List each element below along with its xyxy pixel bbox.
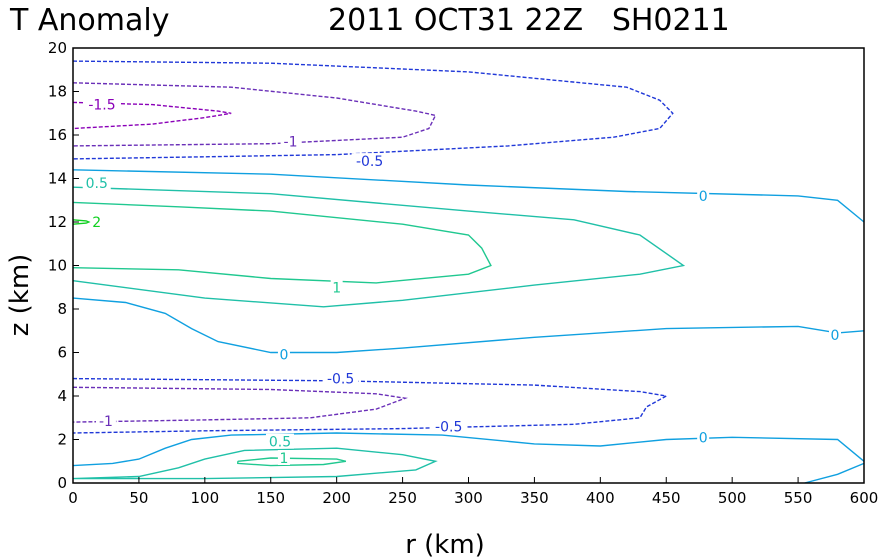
- x-tick-label: 500: [718, 489, 747, 507]
- contour-label-bg: [280, 133, 301, 149]
- x-tick-label: 200: [322, 489, 351, 507]
- contour-label: 0.5: [86, 176, 108, 192]
- contour-label: -0.5: [327, 372, 354, 388]
- contour-line-0_5: [72, 186, 686, 308]
- y-tick-label: 16: [48, 126, 67, 144]
- contour-label: -1.5: [88, 98, 115, 114]
- x-tick-label: 150: [256, 489, 285, 507]
- x-axis-label: r (km): [405, 530, 485, 558]
- x-axis-ticks: 0 50 100 150 200 250 300 350 400 450 500 550 600: [68, 477, 878, 507]
- contour-label: 0: [279, 348, 288, 364]
- contour-label-bg: [277, 449, 290, 465]
- contour-line-1: [72, 201, 492, 284]
- y-tick-label: 6: [57, 344, 67, 362]
- y-tick-label: 8: [57, 300, 67, 318]
- y-tick-label: 18: [48, 83, 67, 101]
- contour-label-bg: [697, 187, 710, 203]
- contour-label: 1: [332, 280, 341, 296]
- contour-line-0: [804, 462, 865, 484]
- contour-line-0: [72, 169, 865, 223]
- x-tick-label: 600: [850, 489, 879, 507]
- contour-label: 1: [279, 451, 288, 467]
- contour-label-bg: [265, 433, 294, 449]
- contour-label-bg: [697, 429, 710, 445]
- contour-label: -1: [284, 135, 298, 151]
- contour-label: -1: [99, 414, 113, 430]
- contour-line-1: [237, 457, 347, 467]
- contour-label-bg: [82, 174, 111, 190]
- y-tick-label: 2: [57, 431, 67, 449]
- y-tick-label: 14: [48, 170, 67, 188]
- contour-label-bg: [430, 418, 467, 434]
- contour-line-neg1_5: [72, 101, 232, 130]
- x-tick-label: 350: [520, 489, 549, 507]
- contour-label-bg: [90, 214, 103, 229]
- y-tick-label: 0: [57, 474, 67, 492]
- contour-line-0: [72, 297, 865, 354]
- x-tick-label: 0: [68, 489, 78, 507]
- contour-label-bg: [277, 346, 290, 362]
- y-tick-label: 20: [48, 39, 67, 57]
- plot-frame: [72, 47, 865, 484]
- x-tick-label: 100: [191, 489, 220, 507]
- y-tick-label: 12: [48, 213, 67, 231]
- y-axis-label: z (km): [5, 254, 35, 337]
- contour-line-neg0_5: [72, 377, 669, 434]
- contour-lines: [72, 60, 865, 484]
- contour-label: 0: [831, 328, 840, 344]
- contour-line-neg1: [72, 386, 408, 423]
- contour-line-neg0_5: [72, 60, 674, 160]
- y-axis-ticks: 0 2 4 6 8 10 12 14 16 18 20: [48, 39, 79, 492]
- chart-title-right: 2011 OCT31 22Z SH0211: [328, 3, 730, 38]
- contour-line-0_5: [72, 447, 438, 480]
- contour-label: 0: [699, 189, 708, 205]
- contour-label-bg: [95, 413, 116, 429]
- contour-label-bg: [351, 153, 388, 169]
- contour-line-0: [72, 432, 865, 467]
- contour-line-neg1: [72, 82, 437, 147]
- y-tick-label: 10: [48, 257, 67, 275]
- contour-label: -0.5: [435, 419, 462, 435]
- contour-line-2: [72, 219, 91, 225]
- contour-label-bg: [828, 327, 841, 343]
- contour-label: 2: [92, 215, 101, 231]
- contour-label: 0: [699, 430, 708, 446]
- x-tick-label: 450: [652, 489, 681, 507]
- x-tick-label: 300: [454, 489, 483, 507]
- contour-label-bg: [84, 96, 121, 112]
- contour-label-bg: [330, 279, 343, 295]
- contour-labels: -1.5 -1 -0.5 0.5 0 2 1 0 0 -0.5 -1 -0.5 0.5 0 1: [82, 96, 841, 467]
- contour-label: -0.5: [356, 154, 383, 170]
- contour-label: 0.5: [269, 435, 291, 451]
- x-tick-label: 550: [784, 489, 813, 507]
- contour-label-bg: [322, 370, 359, 386]
- y-tick-label: 4: [57, 387, 67, 405]
- x-tick-label: 400: [586, 489, 615, 507]
- chart-title-left: T Anomaly: [9, 3, 169, 38]
- x-tick-label: 50: [129, 489, 148, 507]
- x-tick-label: 250: [388, 489, 417, 507]
